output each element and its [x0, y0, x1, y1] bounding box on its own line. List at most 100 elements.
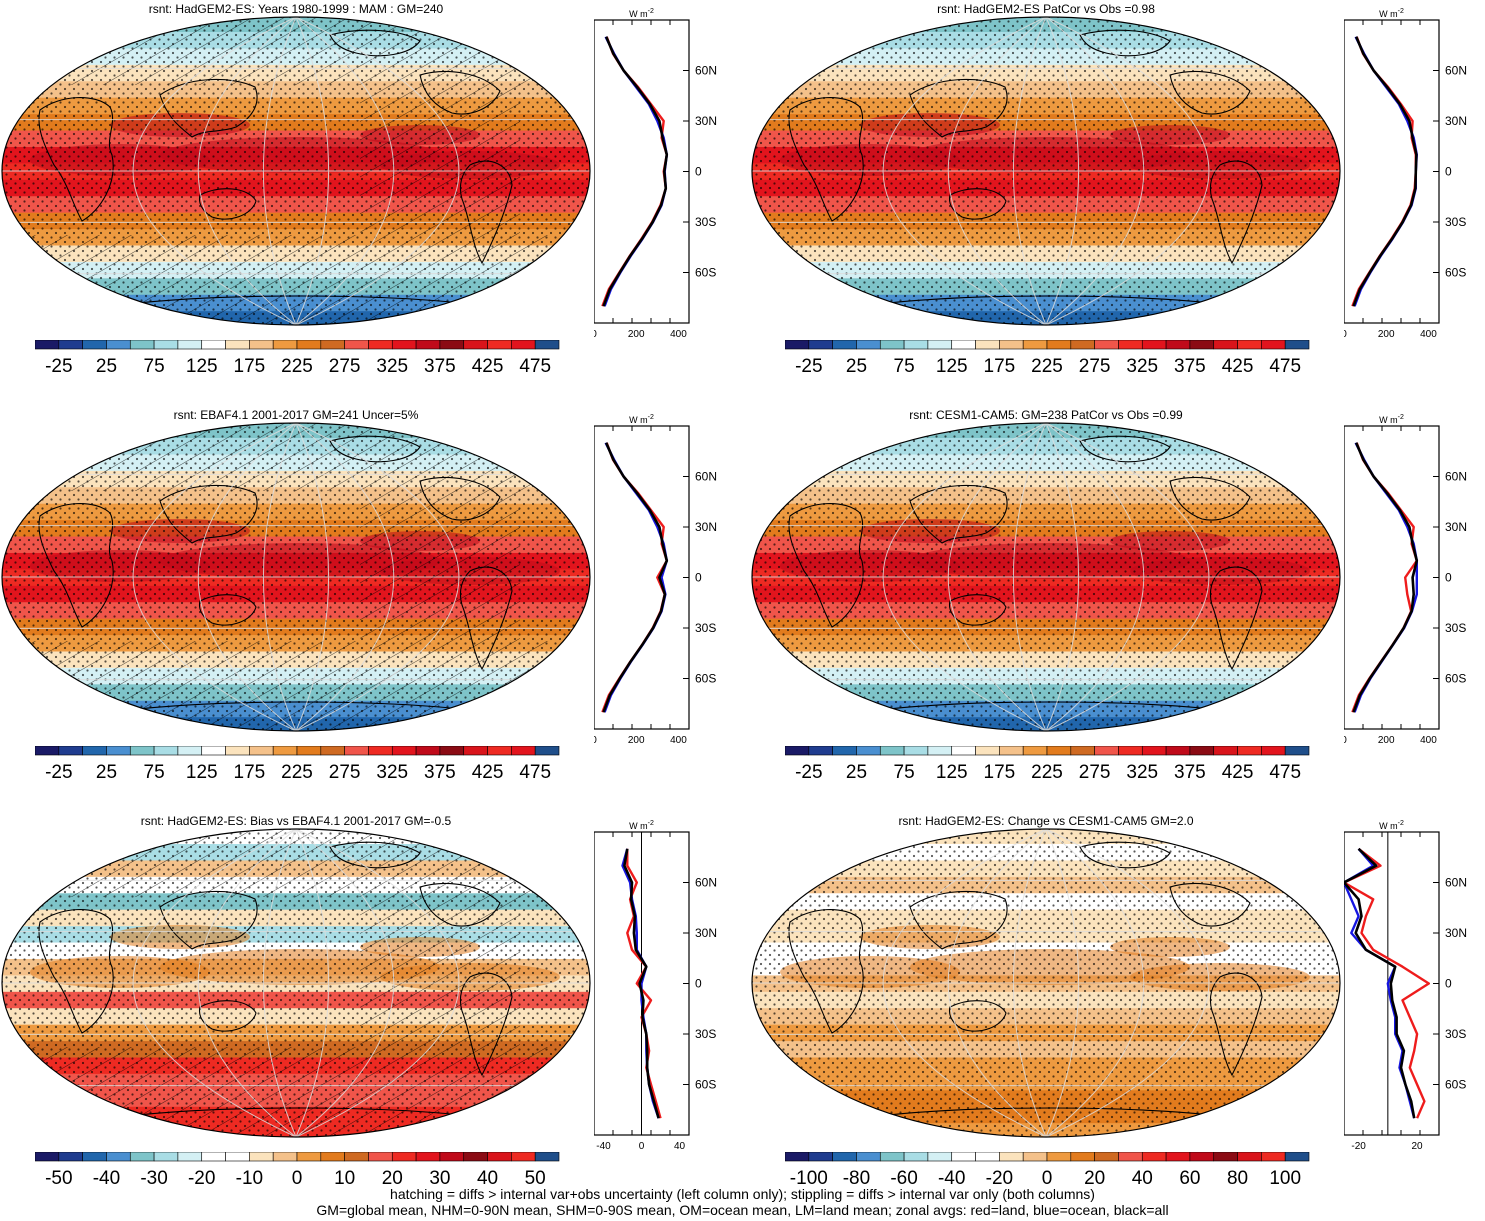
colorbar-swatch	[153, 746, 179, 756]
lat-label: 30S	[695, 621, 716, 635]
panel-6: rsnt: HadGEM2-ES: Change vs CESM1-CAM5 G…	[750, 812, 1485, 1212]
map-title: rsnt: HadGEM2-ES: Change vs CESM1-CAM5 G…	[898, 814, 1194, 828]
colorbar-label: 25	[846, 762, 867, 783]
meridian	[132, 422, 297, 732]
colorbar-swatch	[1022, 340, 1048, 350]
series-land	[1351, 442, 1419, 713]
colorbar-swatch	[511, 340, 536, 350]
map-border	[1, 16, 591, 326]
hatching	[360, 491, 520, 641]
meridian	[1045, 422, 1145, 732]
colorbar-swatch	[415, 746, 441, 756]
colorbar-swatch	[534, 340, 560, 350]
colorbar-label: -25	[45, 356, 72, 377]
map-title: rsnt: HadGEM2-ES: Bias vs EBAF4.1 2001-2…	[140, 814, 452, 828]
lat-label: 60N	[1445, 876, 1467, 890]
series-ocean	[1353, 36, 1419, 307]
colorbar-label: -50	[45, 1168, 72, 1189]
colorbar-swatch	[153, 1152, 179, 1162]
lat-label: 60N	[695, 470, 717, 484]
meridian	[882, 828, 1047, 1138]
colorbar-swatch	[1284, 1152, 1310, 1162]
meridian	[1045, 16, 1079, 326]
colorbar-swatch	[106, 746, 131, 756]
colorbar-swatch	[951, 340, 976, 350]
colorbar-swatch	[487, 1152, 512, 1162]
colorbar-swatch	[415, 1152, 441, 1162]
panel-2: rsnt: HadGEM2-ES PatCor vs Obs =0.98 -25 2…	[750, 0, 1485, 400]
profile-unit: W m-2	[1379, 414, 1404, 425]
colorbar-swatch	[35, 746, 60, 756]
colorbar-label: 425	[472, 356, 504, 377]
colorbar-label: 225	[1031, 356, 1063, 377]
colorbar-swatch	[785, 746, 810, 756]
meridian	[1013, 16, 1047, 326]
map-title: rsnt: HadGEM2-ES PatCor vs Obs =0.98	[937, 2, 1155, 16]
colorbar-swatch	[487, 340, 512, 350]
colorbar-swatch	[1189, 340, 1215, 350]
graticule	[2, 828, 590, 1138]
profile-xtick-label: 200	[628, 735, 645, 746]
colorbar-label: 40	[477, 1168, 498, 1189]
colorbar-swatch	[439, 1152, 465, 1162]
meridian	[882, 16, 1047, 326]
colorbar-label: 225	[281, 356, 313, 377]
graticule	[752, 828, 1340, 1138]
hatching	[360, 85, 520, 235]
colorbar-swatch	[1118, 746, 1143, 756]
colorbar-swatch	[832, 1152, 857, 1162]
colorbar-label: 425	[472, 762, 504, 783]
colorbar-swatch	[1141, 1152, 1167, 1162]
panel-4: rsnt: CESM1-CAM5: GM=238 PatCor vs Obs =…	[750, 406, 1485, 806]
profile-xtick-label: 0	[1344, 329, 1347, 340]
lat-label: 0	[1445, 165, 1452, 179]
lat-label: 60N	[695, 876, 717, 890]
colorbar-label: -40	[938, 1168, 965, 1189]
colorbar-label: -80	[843, 1168, 870, 1189]
colorbar-label: 275	[1079, 356, 1111, 377]
colorbar-swatch	[1261, 1152, 1286, 1162]
colorbar-swatch	[856, 340, 881, 350]
profile-xtick-label: 400	[1420, 329, 1437, 340]
colorbar-swatch	[1094, 1152, 1119, 1162]
colorbar-label: 0	[1042, 1168, 1053, 1189]
colorbar-swatch	[951, 1152, 976, 1162]
colorbar-swatch	[511, 1152, 536, 1162]
series-all	[1352, 36, 1418, 307]
colorbar-swatch	[1046, 1152, 1072, 1162]
map-title: rsnt: HadGEM2-ES: Years 1980-1999 : MAM …	[148, 2, 444, 16]
colorbar-swatch	[129, 1152, 155, 1162]
profile-xtick-label: 0	[594, 735, 597, 746]
colorbar-swatch	[1213, 1152, 1238, 1162]
colorbar-swatch	[58, 340, 83, 350]
colorbar-swatch	[249, 340, 274, 350]
colorbar-swatch	[1261, 746, 1286, 756]
colorbar-swatch	[82, 340, 107, 350]
profile-xtick-label: 200	[628, 329, 645, 340]
colorbar-swatch	[391, 1152, 417, 1162]
colorbar: -25 25 75 125 175 225 275 325 375 425 475	[35, 746, 560, 783]
colorbar-swatch	[368, 1152, 393, 1162]
colorbar-swatch	[1046, 746, 1072, 756]
colorbar-label: 325	[1126, 762, 1158, 783]
meridian	[263, 422, 297, 732]
meridian	[1045, 828, 1079, 1138]
series-all	[602, 36, 669, 307]
profile-xtick-label: 20	[1412, 1141, 1424, 1152]
colorbar-label: 20	[1084, 1168, 1105, 1189]
colorbar-swatch	[999, 340, 1024, 350]
colorbar-swatch	[511, 746, 536, 756]
colorbar-swatch	[201, 746, 226, 756]
colorbar-swatch	[1070, 746, 1095, 756]
colorbar-swatch	[1189, 746, 1215, 756]
series-ocean	[1353, 442, 1419, 713]
colorbar-swatch	[903, 1152, 929, 1162]
colorbar-label: 375	[1174, 356, 1206, 377]
colorbar-label: 75	[144, 356, 165, 377]
colorbar-swatch	[927, 746, 953, 756]
lat-label: 60S	[695, 1078, 716, 1092]
colorbar-swatch	[82, 1152, 107, 1162]
colorbar-swatch	[201, 1152, 226, 1162]
colorbar-swatch	[1165, 340, 1191, 350]
colorbar-label: 425	[1222, 762, 1254, 783]
